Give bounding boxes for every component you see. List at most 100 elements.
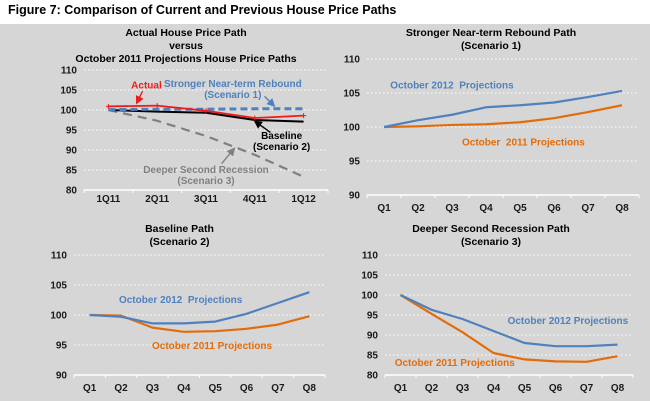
chart-annotation: October 2011 Projections: [462, 137, 585, 148]
chart-title-line: Deeper Second Recession Path: [412, 223, 570, 235]
y-tick-label: 110: [51, 251, 68, 262]
series-line-october-2012-projections: [400, 294, 618, 348]
chart-annotation: (Scenario 1): [204, 90, 261, 101]
chart-title-line: (Scenario 1): [460, 40, 522, 52]
y-tick-label: 90: [66, 146, 78, 157]
x-tick-label: Q4: [177, 383, 191, 394]
x-tick-label: 4Q11: [243, 194, 267, 205]
y-tick-label: 95: [66, 126, 78, 137]
y-tick-label: 100: [343, 123, 360, 134]
x-tick-label: Q5: [209, 383, 223, 394]
chart-annotation: (Scenario 3): [177, 176, 234, 187]
y-tick-label: 100: [50, 311, 67, 322]
x-tick-label: Q7: [581, 203, 595, 214]
chart-annotation: October 2012 Projections: [119, 295, 243, 306]
series-line-october-2011-projections: [383, 104, 623, 129]
annotation-arrow: [135, 90, 144, 105]
y-tick-label: 95: [56, 341, 68, 352]
y-tick-label: 105: [60, 86, 77, 97]
series-line-october-2012-projections: [383, 89, 623, 129]
chart-panel-deeper-recession: Deeper Second Recession Path (Scenario 3)…: [333, 223, 649, 399]
y-tick-label: 90: [349, 191, 361, 202]
y-tick-label: 110: [61, 66, 78, 77]
y-tick-label: 95: [367, 311, 379, 322]
chart-panel-actual-vs-projections: Actual House Price Path versus October 201…: [38, 27, 334, 213]
x-tick-label: Q8: [615, 203, 629, 214]
y-tick-label: 80: [367, 371, 379, 382]
chart-annotation: Stronger Near-term Rebound: [164, 79, 302, 90]
x-tick-label: Q2: [425, 383, 439, 394]
chart-title-line: (Scenario 2): [149, 236, 210, 248]
chart-title-line: Baseline Path: [145, 223, 214, 235]
x-tick-label: Q8: [303, 383, 317, 394]
chart-annotation: Baseline: [261, 131, 303, 142]
chart-title-line: Actual House Price Path: [125, 27, 247, 39]
figure-title: Figure 7: Comparison of Current and Prev…: [8, 3, 397, 17]
x-tick-label: Q1: [394, 383, 408, 394]
series-line-october-2012-projections: [89, 291, 310, 325]
annotation-arrow: [221, 147, 236, 165]
chart-canvas: Actual House Price Path versus October 201…: [0, 24, 650, 401]
x-tick-label: Q6: [240, 383, 254, 394]
y-tick-label: 80: [66, 186, 78, 197]
y-tick-label: 100: [60, 106, 77, 117]
y-tick-label: 90: [56, 371, 68, 382]
x-tick-label: Q7: [271, 383, 285, 394]
data-point-marker: [105, 103, 111, 109]
chart-panel-baseline: Baseline Path (Scenario 2) 90 95 100 105 110 Q…: [26, 223, 333, 399]
chart-title-line: October 2011 Projections House Price Pat…: [75, 53, 297, 65]
x-tick-label: Q7: [580, 383, 594, 394]
y-tick-label: 90: [367, 331, 379, 342]
x-tick-label: Q1: [83, 383, 97, 394]
chart-title: Baseline Path (Scenario 2): [26, 223, 333, 249]
chart-annotation: October 2011 Projections: [395, 358, 515, 369]
line-chart: 90 95 100 105 110 Q1 Q2 Q3 Q4 Q5 Q6 Q7 Q8 October 201…: [343, 55, 640, 214]
x-tick-label: Q4: [479, 203, 493, 214]
x-tick-label: Q3: [456, 383, 470, 394]
x-tick-label: Q3: [445, 203, 459, 214]
y-tick-label: 110: [344, 55, 361, 66]
line-chart: 80 85 90 95 100 105 110 1Q11 2Q11 3Q11 4Q11 1Q12 Act…: [60, 66, 329, 205]
chart-panel-stronger-rebound: Stronger Near-term Rebound Path (Scenario…: [333, 27, 649, 219]
x-tick-label: Q6: [549, 383, 563, 394]
series-line-october-2011-projections: [399, 294, 618, 363]
x-tick-label: Q5: [518, 383, 532, 394]
chart-annotation: Actual: [131, 81, 162, 92]
line-chart: 90 95 100 105 110 Q1 Q2 Q3 Q4 Q5 Q6 Q7 Q8 October 201…: [50, 251, 326, 394]
y-tick-label: 105: [361, 271, 378, 282]
x-tick-label: Q2: [411, 203, 425, 214]
y-tick-label: 100: [361, 291, 378, 302]
annotation-arrow: [253, 120, 271, 133]
series-line-deeper-second-recession-scenario-3: [108, 108, 305, 178]
chart-annotation: Deeper Second Recession: [143, 165, 269, 176]
y-tick-label: 105: [50, 281, 67, 292]
chart-annotation: October 2012 Projections: [390, 80, 514, 91]
chart-annotation: October 2011 Projections: [152, 341, 272, 352]
chart-title-line: (Scenario 3): [460, 236, 522, 248]
chart-title-line: Stronger Near-term Rebound Path: [405, 27, 577, 39]
x-tick-label: Q3: [146, 383, 160, 394]
x-tick-label: 1Q12: [291, 194, 316, 205]
x-tick-label: Q1: [377, 203, 391, 214]
y-tick-label: 95: [349, 157, 361, 168]
data-point-marker: [154, 103, 160, 109]
y-tick-label: 85: [367, 351, 379, 362]
x-tick-label: Q2: [114, 383, 128, 394]
chart-title: Actual House Price Path versus October 201…: [38, 27, 334, 66]
x-tick-label: 3Q11: [194, 194, 218, 205]
chart-title-line: versus: [169, 40, 203, 52]
x-tick-label: Q4: [487, 383, 501, 394]
chart-title: Deeper Second Recession Path (Scenario 3): [333, 223, 649, 249]
x-tick-label: Q6: [547, 203, 561, 214]
data-point-marker: [301, 113, 307, 119]
y-tick-label: 85: [66, 166, 78, 177]
annotation-arrow: [264, 95, 276, 107]
chart-title: Stronger Near-term Rebound Path (Scenario…: [333, 27, 649, 53]
chart-annotation: (Scenario 2): [253, 142, 310, 153]
data-point-marker: [252, 115, 258, 121]
x-tick-label: 2Q11: [145, 194, 169, 205]
x-tick-label: Q5: [513, 203, 527, 214]
data-point-marker: [203, 108, 209, 114]
y-tick-label: 105: [343, 89, 360, 100]
y-tick-label: 110: [362, 251, 379, 262]
